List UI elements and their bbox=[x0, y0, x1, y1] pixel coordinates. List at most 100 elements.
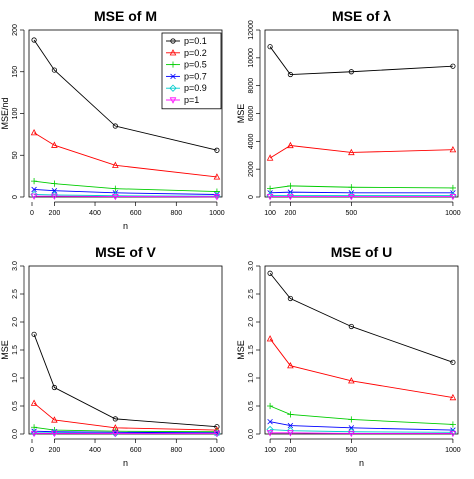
series-line bbox=[269, 46, 453, 75]
panel-title: MSE of U bbox=[331, 244, 392, 260]
y-axis-label: MSE bbox=[0, 340, 10, 360]
series-line bbox=[269, 272, 454, 363]
data-point bbox=[112, 123, 118, 129]
x-tick-label: 600 bbox=[130, 447, 142, 454]
data-point bbox=[449, 393, 457, 401]
series-2 bbox=[266, 335, 457, 401]
legend-label: p=0.5 bbox=[184, 60, 207, 70]
data-point bbox=[112, 185, 119, 192]
x-tick-label: 1000 bbox=[445, 210, 461, 217]
series-1 bbox=[267, 44, 456, 78]
series-line bbox=[33, 132, 217, 178]
series-5 bbox=[266, 191, 457, 200]
plot-frame bbox=[28, 265, 223, 435]
y-tick-label: 2.0 bbox=[12, 317, 19, 327]
series-line bbox=[269, 338, 453, 399]
data-point bbox=[287, 411, 294, 418]
y-tick-label: 0 bbox=[12, 195, 19, 199]
data-point bbox=[30, 193, 38, 200]
legend-label: p=0.9 bbox=[184, 83, 207, 93]
data-point bbox=[287, 430, 294, 437]
data-point bbox=[287, 182, 294, 189]
panel-1: MSE of M 0 200 400 600 800 1000 0 50 100 150 200 n MS… bbox=[0, 8, 225, 231]
x-tick-label: 200 bbox=[49, 210, 61, 217]
series-line bbox=[269, 405, 453, 425]
data-point bbox=[266, 335, 274, 342]
y-tick-label: 1.5 bbox=[12, 345, 19, 355]
x-tick-label: 200 bbox=[285, 447, 297, 454]
y-axis-label: MSE/nd bbox=[0, 97, 10, 129]
data-point bbox=[112, 416, 118, 422]
y-tick-label: 3.0 bbox=[248, 261, 255, 271]
data-point bbox=[348, 184, 355, 191]
legend-item: p=0.2 bbox=[166, 48, 207, 58]
data-point bbox=[213, 173, 221, 180]
data-point bbox=[450, 427, 456, 433]
series-line bbox=[270, 432, 453, 434]
data-point bbox=[30, 128, 38, 136]
data-point bbox=[51, 430, 58, 438]
y-tick-label: 100 bbox=[12, 108, 19, 120]
legend-item: p=0.5 bbox=[166, 60, 207, 70]
series-line bbox=[269, 145, 453, 159]
y-tick-label: 0.5 bbox=[248, 401, 255, 411]
data-point bbox=[112, 193, 119, 201]
y-tick-label: 2.5 bbox=[12, 289, 19, 299]
data-point bbox=[51, 416, 58, 423]
data-point bbox=[287, 193, 294, 201]
x-tick-label: 500 bbox=[345, 447, 357, 454]
series-2 bbox=[266, 141, 457, 161]
data-point bbox=[51, 384, 57, 391]
legend-label: p=0.2 bbox=[184, 48, 207, 58]
x-tick-label: 400 bbox=[89, 210, 101, 217]
data-point bbox=[267, 418, 273, 425]
data-point bbox=[348, 425, 355, 431]
data-point bbox=[213, 430, 221, 438]
data-point bbox=[51, 141, 58, 148]
x-tick-label: 1000 bbox=[445, 447, 461, 454]
series-line bbox=[270, 191, 453, 194]
legend-label: p=0.1 bbox=[184, 36, 207, 46]
x-axis-label: n bbox=[123, 458, 128, 468]
y-tick-label: 6000 bbox=[248, 106, 255, 122]
y-tick-label: 1.0 bbox=[12, 373, 19, 383]
series-1 bbox=[267, 270, 456, 365]
legend-marker bbox=[169, 84, 177, 92]
y-tick-label: 12000 bbox=[248, 20, 255, 40]
legend-label: p=1 bbox=[184, 95, 199, 105]
series-1 bbox=[31, 37, 220, 153]
data-point bbox=[30, 430, 38, 438]
data-point bbox=[31, 37, 37, 43]
series-6 bbox=[266, 193, 457, 201]
legend-marker bbox=[169, 49, 177, 56]
series-line bbox=[270, 429, 453, 433]
series-4 bbox=[267, 418, 456, 433]
series-line bbox=[33, 334, 217, 428]
series-line bbox=[34, 180, 217, 193]
y-tick-label: 200 bbox=[12, 24, 19, 36]
y-tick-label: 3.0 bbox=[12, 261, 19, 271]
y-tick-label: 150 bbox=[12, 66, 19, 78]
data-point bbox=[31, 331, 37, 337]
y-tick-label: 1.5 bbox=[248, 345, 255, 355]
series-1 bbox=[31, 331, 220, 430]
legend-marker bbox=[170, 38, 176, 44]
legend: p=0.1 p=0.2 p=0.5p=0.7 p=0.9 p=1 bbox=[161, 32, 222, 110]
panel-title: MSE of V bbox=[95, 244, 156, 260]
y-tick-label: 50 bbox=[12, 151, 19, 159]
panel-3: MSE of V 0 200 400 600 800 1000 0.0 0.5 1.0 1.5 2.0… bbox=[0, 244, 225, 468]
series-line bbox=[33, 39, 218, 151]
y-tick-label: 2.5 bbox=[248, 289, 255, 299]
data-point bbox=[266, 154, 274, 161]
series-3 bbox=[30, 178, 221, 195]
data-point bbox=[348, 377, 355, 384]
legend-item: p=1 bbox=[166, 95, 199, 105]
data-point bbox=[449, 145, 457, 153]
data-point bbox=[267, 44, 273, 50]
data-point bbox=[266, 430, 274, 437]
x-tick-label: 600 bbox=[130, 210, 142, 217]
series-6 bbox=[30, 193, 221, 201]
data-point bbox=[449, 184, 457, 192]
series-line bbox=[34, 195, 217, 198]
